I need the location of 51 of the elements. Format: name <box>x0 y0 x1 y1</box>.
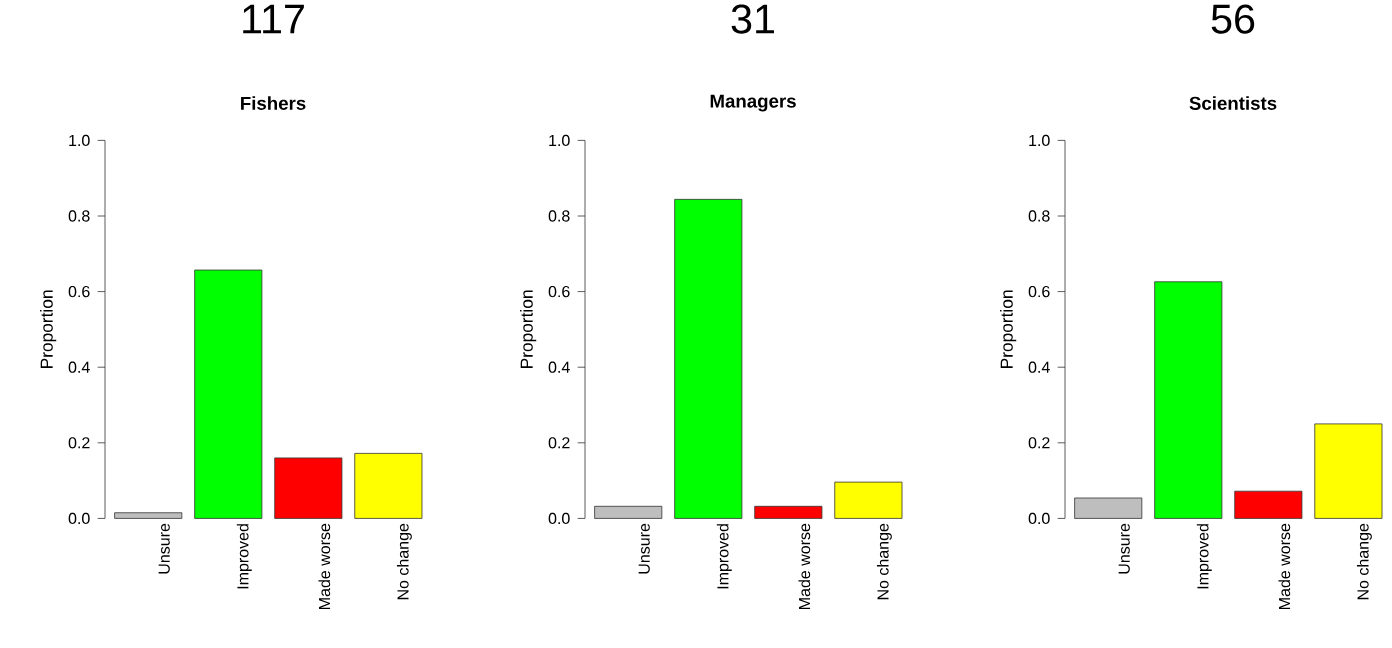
y-tick-label: 0.8 <box>68 210 90 222</box>
bar <box>274 457 343 519</box>
y-tick-label: 0.2 <box>548 436 570 449</box>
x-tick-label: Improved <box>236 523 252 589</box>
y-axis-title: Proportion <box>1000 290 1017 368</box>
y-tick-label: 0.0 <box>548 512 570 524</box>
bar <box>1154 281 1223 519</box>
y-tick-label: 0.6 <box>548 285 570 298</box>
x-tick-label: No change <box>876 523 892 599</box>
y-tick-label: 0.0 <box>68 512 90 524</box>
y-tick-label: 0.0 <box>1028 512 1050 524</box>
bar <box>754 505 823 519</box>
y-tick-label: 0.4 <box>68 361 90 373</box>
chart-subtitle: Fishers <box>241 96 306 110</box>
x-tick-label: Improved <box>1196 523 1212 589</box>
x-tick-label: Made worse <box>1278 523 1291 609</box>
y-axis-title: Proportion <box>520 290 537 368</box>
y-tick-label: 1.0 <box>1029 134 1050 146</box>
y-tick-label: 0.4 <box>548 361 570 373</box>
x-tick-label: No change <box>1356 523 1372 599</box>
chart-subtitle: Scientists <box>1189 96 1277 110</box>
y-tick-label: 0.4 <box>1028 361 1050 373</box>
bar <box>194 269 263 519</box>
x-tick-label: Improved <box>716 523 732 589</box>
chart-title: 117 <box>243 4 304 34</box>
x-tick-label: Unsure <box>1118 523 1130 574</box>
chart-title: 31 <box>731 4 774 34</box>
y-tick-label: 0.6 <box>1028 285 1050 298</box>
y-tick-label: 0.6 <box>68 285 90 298</box>
chart-subtitle: Managers <box>710 94 796 112</box>
x-tick-label: Made worse <box>318 523 331 609</box>
x-tick-label: No change <box>396 523 412 599</box>
y-axis-title: Proportion <box>40 290 57 368</box>
chart-title: 56 <box>1211 4 1255 34</box>
bar <box>1074 497 1143 519</box>
x-tick-label: Unsure <box>638 523 650 574</box>
y-tick-label: 1.0 <box>69 134 90 146</box>
y-tick-label: 1.0 <box>549 134 570 146</box>
bar <box>114 512 183 519</box>
bar <box>834 481 903 519</box>
bar <box>594 505 663 519</box>
bar <box>674 198 743 519</box>
bar <box>1234 490 1303 519</box>
y-tick-label: 0.8 <box>548 210 570 222</box>
y-tick-label: 0.2 <box>68 436 90 449</box>
x-tick-label: Unsure <box>158 523 170 574</box>
bar <box>354 452 423 519</box>
y-tick-label: 0.2 <box>1028 436 1050 449</box>
bar <box>1314 423 1383 519</box>
y-tick-label: 0.8 <box>1028 210 1050 222</box>
x-tick-label: Made worse <box>798 523 811 609</box>
